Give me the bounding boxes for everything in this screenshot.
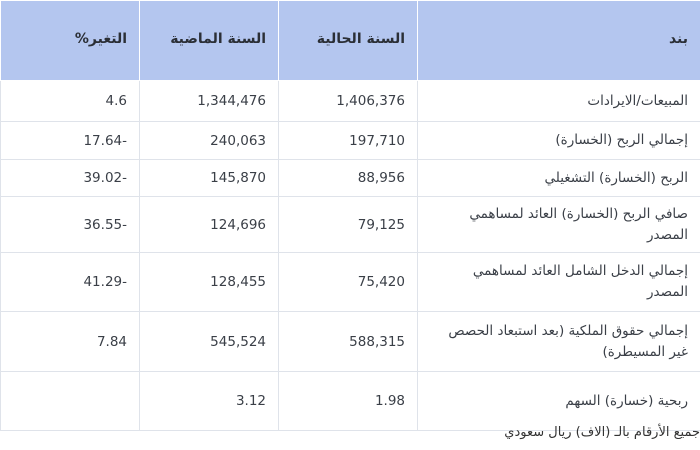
row-item: إجمالي الربح (الخسارة) xyxy=(417,121,700,160)
header-current-year: السنة الحالية xyxy=(278,0,418,81)
table-row: الربح (الخسارة) التشغيلي 88,956 145,870 … xyxy=(0,159,700,197)
row-previous: 3.12 xyxy=(139,371,279,431)
row-item: المبيعات/الايرادات xyxy=(417,80,700,122)
row-change: 17.64- xyxy=(0,121,140,160)
row-change: 7.84 xyxy=(0,311,140,372)
row-current: 88,956 xyxy=(278,159,418,197)
row-previous: 145,870 xyxy=(139,159,279,197)
header-previous-year: السنة الماضية xyxy=(139,0,279,81)
table-body: المبيعات/الايرادات 1,406,376 1,344,476 4… xyxy=(0,80,700,431)
row-item: إجمالي الدخل الشامل العائد لمساهمي المصد… xyxy=(417,252,700,312)
row-item: إجمالي حقوق الملكية (بعد استبعاد الحصص غ… xyxy=(417,311,700,372)
row-change xyxy=(0,371,140,431)
table-row: المبيعات/الايرادات 1,406,376 1,344,476 4… xyxy=(0,80,700,122)
row-current: 79,125 xyxy=(278,196,418,253)
header-change: التغير% xyxy=(0,0,140,81)
header-item: بند xyxy=(417,0,700,81)
row-current: 1,406,376 xyxy=(278,80,418,122)
header-row: بند السنة الحالية السنة الماضية التغير% xyxy=(0,0,700,81)
row-item: ربحية (خسارة) السهم xyxy=(417,371,700,431)
table-row: إجمالي الربح (الخسارة) 197,710 240,063 1… xyxy=(0,121,700,160)
table-row: ربحية (خسارة) السهم 1.98 3.12 xyxy=(0,371,700,431)
row-previous: 1,344,476 xyxy=(139,80,279,122)
row-current: 1.98 xyxy=(278,371,418,431)
table-row: إجمالي حقوق الملكية (بعد استبعاد الحصص غ… xyxy=(0,311,700,372)
row-current: 588,315 xyxy=(278,311,418,372)
table-row: إجمالي الدخل الشامل العائد لمساهمي المصد… xyxy=(0,252,700,312)
row-previous: 124,696 xyxy=(139,196,279,253)
row-previous: 240,063 xyxy=(139,121,279,160)
row-change: 36.55- xyxy=(0,196,140,253)
financial-results-table: بند السنة الحالية السنة الماضية التغير% … xyxy=(0,0,700,431)
row-current: 197,710 xyxy=(278,121,418,160)
row-change: 4.6 xyxy=(0,80,140,122)
row-change: 39.02- xyxy=(0,159,140,197)
row-previous: 545,524 xyxy=(139,311,279,372)
table-header: بند السنة الحالية السنة الماضية التغير% xyxy=(0,0,700,81)
row-change: 41.29- xyxy=(0,252,140,312)
table-row: صافي الربح (الخسارة) العائد لمساهمي المص… xyxy=(0,196,700,253)
row-item: الربح (الخسارة) التشغيلي xyxy=(417,159,700,197)
row-current: 75,420 xyxy=(278,252,418,312)
currency-footnote: جميع الأرقام بالـ (الاف) ريال سعودي xyxy=(504,425,700,440)
row-previous: 128,455 xyxy=(139,252,279,312)
row-item: صافي الربح (الخسارة) العائد لمساهمي المص… xyxy=(417,196,700,253)
